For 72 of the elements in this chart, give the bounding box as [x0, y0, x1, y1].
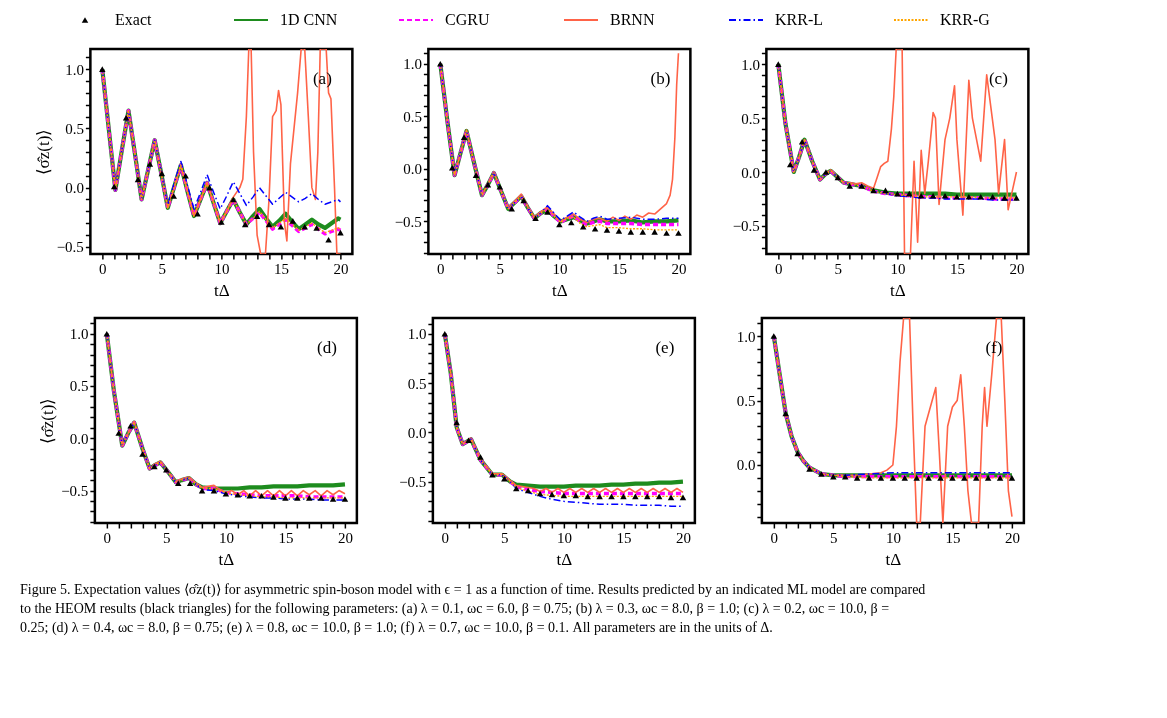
y-tick-label: 0.5	[69, 378, 89, 395]
y-tick-label: 0.0	[69, 430, 89, 447]
y-tick-label: 0.5	[403, 108, 422, 125]
x-tick-label: 0	[441, 529, 450, 546]
x-tick-label: 15	[273, 260, 289, 277]
y-tick-label: 1.0	[736, 328, 756, 345]
annotation: (b)	[650, 69, 671, 88]
x-axis-title: tΔ	[218, 549, 235, 569]
y-tick-label: 1.0	[65, 61, 84, 78]
x-tick-label: 10	[556, 529, 572, 546]
x-tick-label: 5	[834, 260, 843, 277]
x-tick-label: 5	[501, 529, 509, 546]
y-tick-label: 0.5	[65, 120, 84, 137]
x-tick-label: 10	[885, 529, 901, 546]
x-tick-label: 10	[218, 529, 234, 546]
x-tick-label: 0	[437, 260, 445, 277]
x-axis-title: tΔ	[552, 280, 568, 300]
y-tick-label: 1.0	[69, 326, 89, 343]
y-tick-label: 0.5	[736, 393, 756, 410]
x-tick-label: 15	[278, 529, 294, 546]
y-axis-title: ⟨σ̂z(t)⟩	[33, 128, 53, 176]
x-tick-label: 15	[611, 260, 627, 277]
x-tick-label: 10	[890, 260, 906, 277]
x-tick-label: 0	[770, 529, 779, 546]
x-axis-title: tΔ	[885, 549, 902, 569]
x-tick-label: 20	[1004, 529, 1020, 546]
y-tick-label: 0.0	[65, 180, 84, 197]
x-tick-label: 10	[214, 260, 230, 277]
x-tick-label: 5	[158, 260, 167, 277]
caption: Figure 5. Expectation values ⟨σ̂z(t)⟩ for asymmetric spin-boson model with ϵ = 1 as a function of time. Results predicted by an indicated ML model are compared to the HEOM results (black triangles) for the following parameters: (a) λ = 0.1, ωc = 6.0, β = 0.75; (b) λ = 0.3, ωc = 8.0, β = 1.0; (c) λ = 0.2, ωc = 10.0, β = 0.25; (d) λ = 0.4, ωc = 8.0, β = 0.75; (e) λ = 0.8, ωc = 10.0, β = 1.0; (f) λ = 0.7, ωc = 10.0, β = 0.1. All parameters are in the units of Δ.	[20, 582, 926, 636]
x-axis-title: tΔ	[214, 280, 230, 300]
legend-label: BRNN	[610, 11, 655, 28]
x-tick-label: 5	[496, 260, 505, 277]
x-tick-label: 0	[99, 260, 107, 277]
x-tick-label: 15	[616, 529, 632, 546]
x-tick-label: 0	[103, 529, 112, 546]
legend-label: KRR-L	[775, 11, 823, 28]
x-axis-title: tΔ	[556, 549, 573, 569]
x-axis-title: tΔ	[890, 280, 906, 300]
y-tick-label: 0.5	[741, 110, 760, 127]
annotation: (d)	[316, 338, 337, 357]
y-tick-label: 1.0	[407, 326, 427, 343]
y-tick-label: 0.0	[403, 161, 422, 178]
legend-label: CGRU	[445, 11, 490, 28]
x-tick-label: 20	[671, 260, 687, 277]
x-tick-label: 5	[163, 529, 171, 546]
x-tick-label: 10	[552, 260, 568, 277]
x-tick-label: 15	[949, 260, 965, 277]
y-tick-label: −0.5	[61, 483, 89, 500]
x-tick-label: 20	[333, 260, 349, 277]
legend-label: KRR-G	[940, 11, 991, 28]
x-tick-label: 0	[775, 260, 783, 277]
y-tick-label: 1.0	[741, 56, 760, 73]
x-tick-label: 15	[945, 529, 961, 546]
y-tick-label: 1.0	[403, 56, 422, 73]
y-tick-label: −0.5	[394, 213, 422, 230]
y-tick-label: 0.5	[407, 375, 427, 392]
y-tick-label: −0.5	[56, 239, 84, 256]
annotation: (c)	[988, 69, 1008, 88]
x-tick-label: 20	[675, 529, 691, 546]
y-tick-label: −0.5	[732, 218, 760, 235]
annotation: (e)	[655, 338, 675, 357]
y-tick-label: 0.0	[736, 457, 756, 474]
y-tick-label: 0.0	[407, 424, 427, 441]
x-tick-label: 20	[1009, 260, 1025, 277]
x-tick-label: 5	[830, 529, 838, 546]
y-axis-title: ⟨σ̂z(t)⟩	[38, 397, 58, 445]
x-tick-label: 20	[337, 529, 353, 546]
y-tick-label: −0.5	[399, 474, 427, 491]
legend-label: 1D CNN	[280, 11, 338, 28]
y-tick-label: 0.0	[741, 164, 760, 181]
legend-label: Exact	[115, 11, 152, 28]
